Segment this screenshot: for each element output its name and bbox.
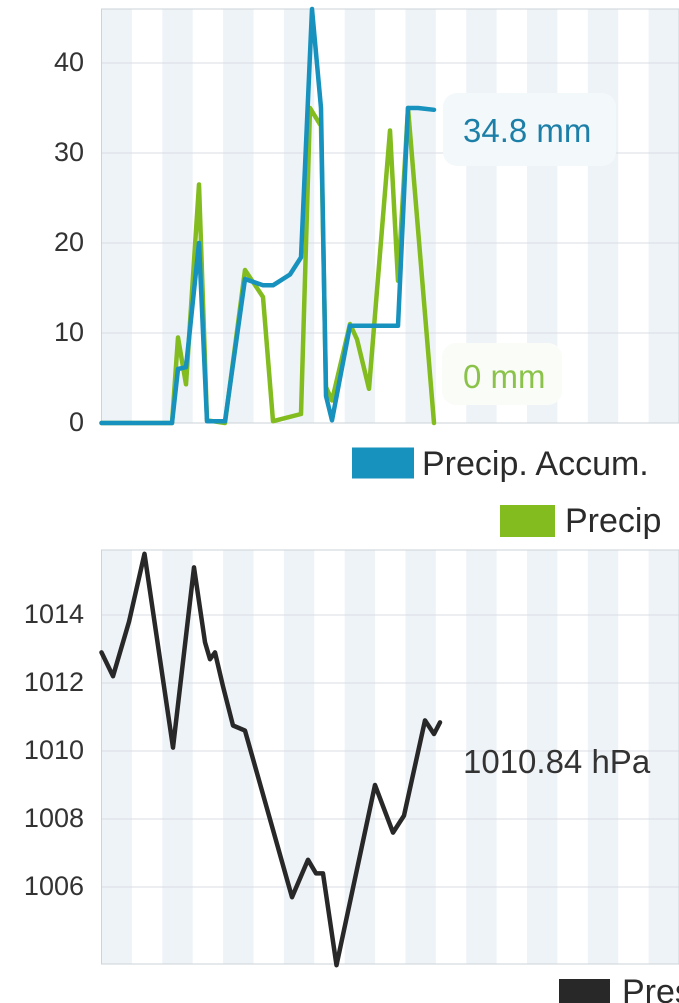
svg-text:0: 0	[69, 407, 84, 437]
svg-text:30: 30	[54, 137, 84, 167]
svg-text:20: 20	[54, 227, 84, 257]
svg-text:1014: 1014	[24, 599, 84, 629]
svg-text:1008: 1008	[24, 803, 84, 833]
svg-text:0 mm: 0 mm	[463, 358, 546, 395]
svg-text:1010: 1010	[24, 735, 84, 765]
svg-text:Precip: Precip	[565, 502, 661, 540]
svg-text:1010.84 hPa: 1010.84 hPa	[463, 743, 651, 780]
svg-text:40: 40	[54, 47, 84, 77]
svg-text:10: 10	[54, 317, 84, 347]
svg-text:1006: 1006	[24, 871, 84, 901]
svg-text:34.8 mm: 34.8 mm	[463, 112, 591, 149]
svg-text:Precip. Accum.: Precip. Accum.	[422, 445, 649, 483]
svg-text:Pressure: Pressure	[622, 973, 679, 1003]
svg-text:1012: 1012	[24, 667, 84, 697]
